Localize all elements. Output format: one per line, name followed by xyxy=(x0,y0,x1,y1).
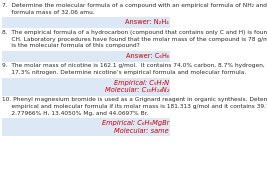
Text: empirical and molecular formula if its molar mass is 181.313 g/mol and it contai: empirical and molecular formula if its m… xyxy=(2,104,267,109)
Text: Answer: C₆H₆: Answer: C₆H₆ xyxy=(125,53,169,59)
Text: 9.  The molar mass of nicotine is 162.1 g/mol.  It contains 74.0% carbon, 8.7% h: 9. The molar mass of nicotine is 162.1 g… xyxy=(2,64,267,68)
Text: 7.  Determine the molecular formula of a compound with an empirical formula of N: 7. Determine the molecular formula of a … xyxy=(2,3,267,8)
FancyBboxPatch shape xyxy=(2,118,170,136)
Text: 10. Phenyl magnesium bromide is used as a Grignard reagent in organic synthesis.: 10. Phenyl magnesium bromide is used as … xyxy=(2,98,267,102)
Text: 8.  The empirical formula of a hydrocarbon (compound that contains only C and H): 8. The empirical formula of a hydrocarbo… xyxy=(2,30,267,35)
Text: CH. Laboratory procedures have found that the molar mass of the compound is 78 g: CH. Laboratory procedures have found tha… xyxy=(2,36,267,42)
Text: Empirical: C₅H₇N: Empirical: C₅H₇N xyxy=(114,80,169,85)
Text: Empirical: C₆H₅MgBr: Empirical: C₆H₅MgBr xyxy=(102,120,169,126)
Text: Molecular: C₁₀H₁₄N₂: Molecular: C₁₀H₁₄N₂ xyxy=(105,88,169,94)
Text: is the molecular formula of this compound?: is the molecular formula of this compoun… xyxy=(2,43,140,48)
Text: formula mass of 32.06 amu.: formula mass of 32.06 amu. xyxy=(2,9,95,15)
Text: 2.77966% H, 13.4050% Mg, and 44.0697% Br.: 2.77966% H, 13.4050% Mg, and 44.0697% Br… xyxy=(2,111,148,115)
FancyBboxPatch shape xyxy=(2,77,170,95)
Text: Answer: N₂H₄: Answer: N₂H₄ xyxy=(125,19,169,25)
FancyBboxPatch shape xyxy=(2,50,170,61)
Text: 17.3% nitrogen. Determine nicotine’s empirical formula and molecular formula.: 17.3% nitrogen. Determine nicotine’s emp… xyxy=(2,70,246,75)
FancyBboxPatch shape xyxy=(2,17,170,28)
Text: Molecular: same: Molecular: same xyxy=(114,128,169,134)
